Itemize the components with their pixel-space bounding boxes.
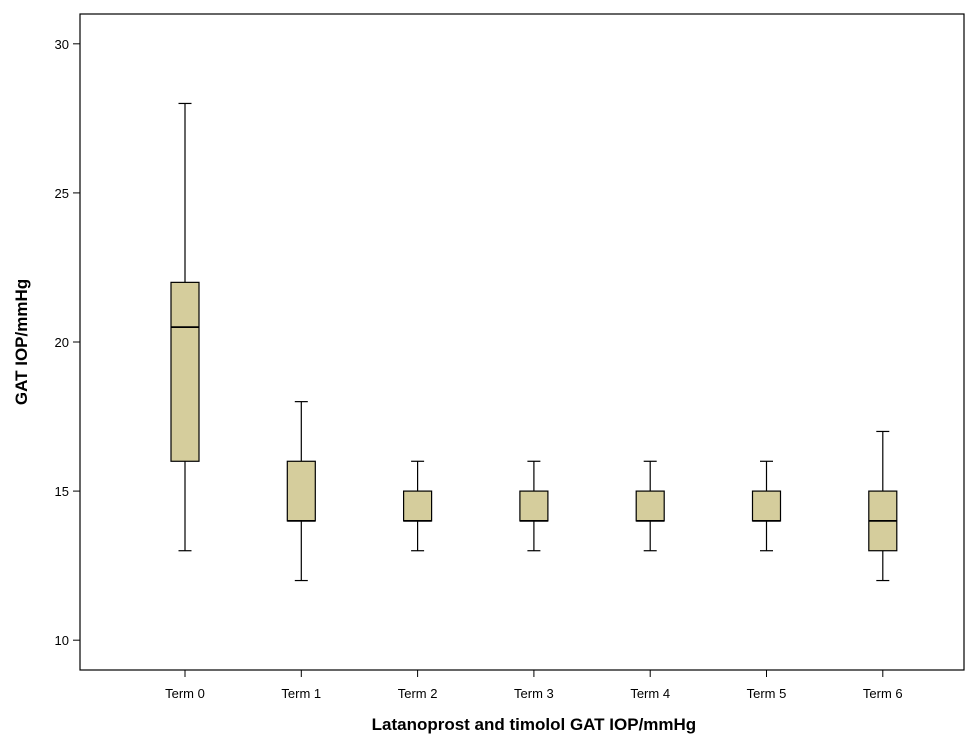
box-group — [868, 430, 898, 582]
x-tick-label: Term 5 — [747, 686, 787, 701]
x-tick-label: Term 3 — [514, 686, 554, 701]
box-group — [751, 460, 782, 552]
y-tick-label: 30 — [55, 37, 69, 52]
iqr-box — [519, 490, 549, 522]
box-group — [286, 401, 316, 582]
x-tick-label: Term 4 — [630, 686, 670, 701]
y-axis: 10 15 20 25 30 — [55, 37, 80, 648]
box-series — [170, 102, 898, 582]
x-tick-label: Term 6 — [863, 686, 903, 701]
iqr-box — [403, 490, 433, 522]
y-axis-title: GAT IOP/mmHg — [12, 279, 31, 405]
y-tick-label: 15 — [55, 484, 69, 499]
x-axis: Term 0 Term 1 Term 2 Term 3 Term 4 Term 5 Term… — [165, 670, 903, 701]
y-tick-label: 10 — [55, 633, 69, 648]
box-group — [519, 460, 549, 552]
iqr-box — [170, 281, 200, 462]
x-tick-label: Term 1 — [281, 686, 321, 701]
x-tick-label: Term 2 — [398, 686, 438, 701]
y-tick-label: 20 — [55, 335, 69, 350]
plot-frame — [79, 13, 965, 671]
box-group — [170, 102, 200, 552]
iqr-box — [751, 490, 782, 522]
x-tick-label: Term 0 — [165, 686, 205, 701]
x-axis-title: Latanoprost and timolol GAT IOP/mmHg — [372, 715, 697, 734]
box-group — [635, 460, 665, 552]
iqr-box — [286, 460, 316, 522]
box-group — [403, 460, 433, 552]
iqr-box — [635, 490, 665, 522]
y-tick-label: 25 — [55, 186, 69, 201]
